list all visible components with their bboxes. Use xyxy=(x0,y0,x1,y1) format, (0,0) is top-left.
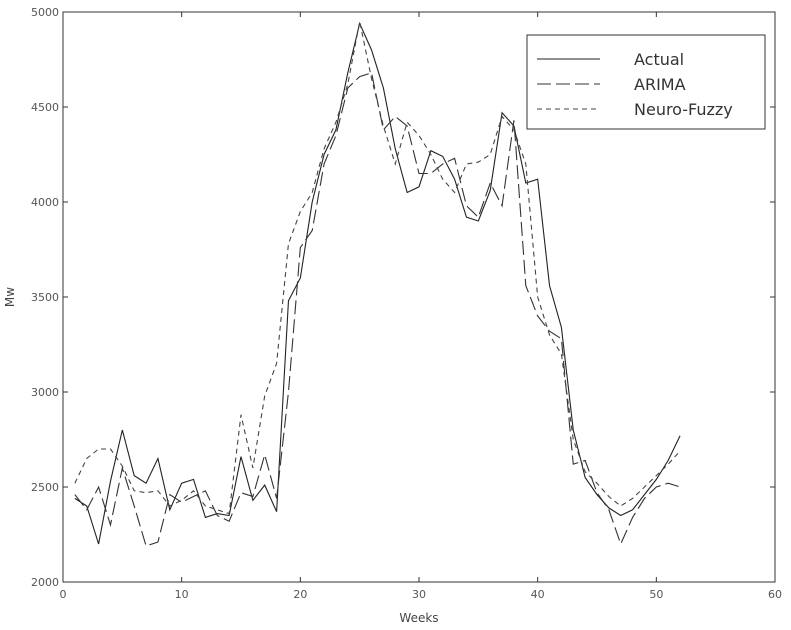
legend-box xyxy=(526,34,766,130)
y-axis-label: Mw xyxy=(3,287,17,307)
y-tick-label: 3500 xyxy=(31,291,59,304)
legend-label: ARIMA xyxy=(634,75,686,94)
axis-ticks: 0 10 20 30 40 50 60 2000 2500 3000 3500 4000 4500 500… xyxy=(31,6,782,601)
series-line-arima xyxy=(74,72,681,547)
y-tick-label: 5000 xyxy=(31,6,59,19)
x-tick-label: 50 xyxy=(649,588,663,601)
legend-items: Actual ARIMA Neuro-Fuzzy xyxy=(537,50,733,119)
x-tick-label: 40 xyxy=(531,588,545,601)
y-tick-label: 4500 xyxy=(31,101,59,114)
x-tick-label: 30 xyxy=(412,588,426,601)
legend-label: Actual xyxy=(634,50,684,69)
x-tick-label: 0 xyxy=(60,588,67,601)
legend-label: Neuro-Fuzzy xyxy=(634,100,733,119)
y-tick-label: 4000 xyxy=(31,196,59,209)
series-lines xyxy=(74,21,681,547)
series-line-actual xyxy=(74,21,681,545)
x-tick-label: 20 xyxy=(293,588,307,601)
x-tick-label: 10 xyxy=(175,588,189,601)
x-tick-label: 60 xyxy=(768,588,782,601)
y-tick-label: 2500 xyxy=(31,481,59,494)
y-tick-label: 3000 xyxy=(31,386,59,399)
y-tick-label: 2000 xyxy=(31,576,59,589)
legend: Actual ARIMA Neuro-Fuzzy xyxy=(526,34,766,130)
x-axis-label: Weeks xyxy=(399,611,438,625)
series-line-neuro-fuzzy xyxy=(74,21,681,515)
